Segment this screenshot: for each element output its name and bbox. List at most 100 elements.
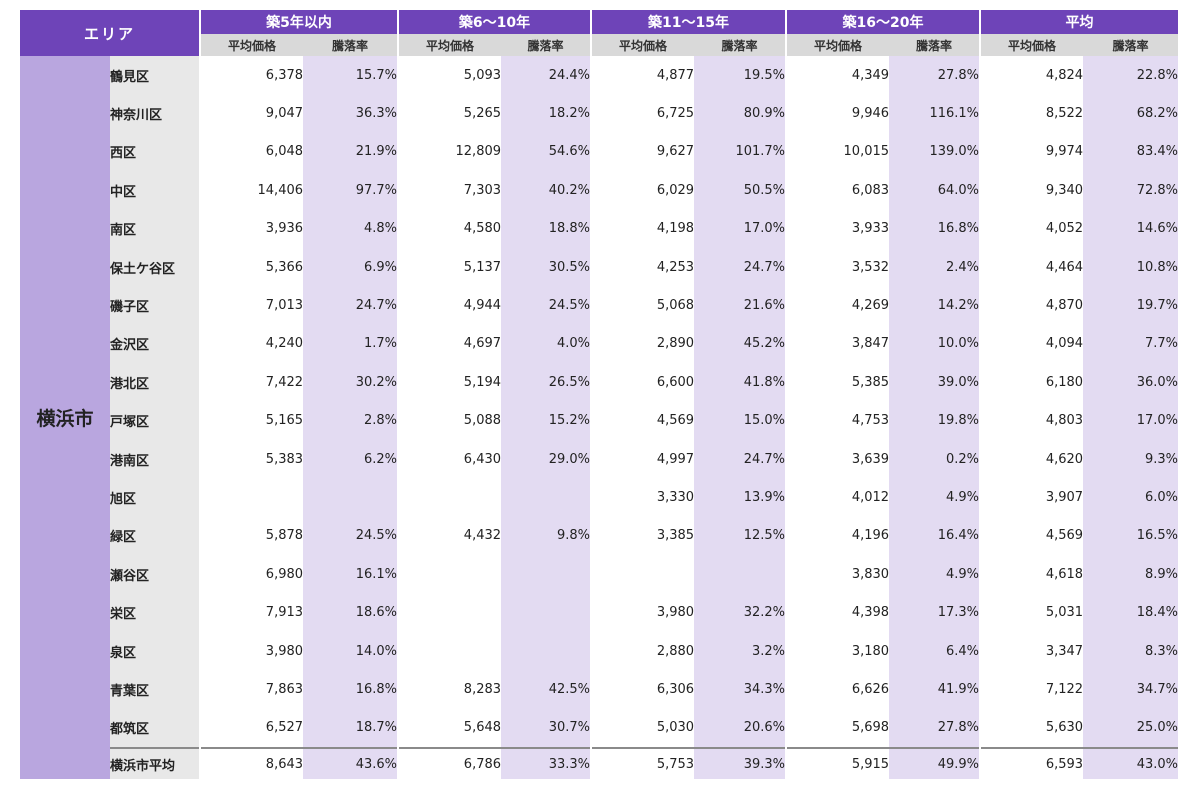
ward-name: 青葉区 <box>110 670 201 709</box>
rate-cell: 80.9% <box>694 94 787 133</box>
price-cell: 4,012 <box>785 478 890 517</box>
sub-header-rate: 騰落率 <box>501 34 592 56</box>
rate-cell: 83.4% <box>1083 132 1179 172</box>
price-cell: 3,330 <box>590 478 695 517</box>
ward-name: 鶴見区 <box>110 56 201 95</box>
rate-cell: 16.5% <box>1083 516 1179 556</box>
price-cell: 4,253 <box>590 247 695 287</box>
rate-cell: 15.0% <box>694 401 787 440</box>
ward-name: 南区 <box>110 209 201 248</box>
sub-header-price: 平均価格 <box>199 34 304 56</box>
price-cell: 5,648 <box>397 708 502 749</box>
price-cell: 5,088 <box>397 401 502 440</box>
price-cell <box>397 478 502 517</box>
price-cell: 12,809 <box>397 132 502 172</box>
price-table: エリア 築5年以内 築6〜10年 築11〜15年 築16〜20年 平均 平均価格… <box>20 10 1179 780</box>
rate-cell: 4.9% <box>889 555 981 594</box>
rate-cell: 7.7% <box>1083 324 1179 364</box>
price-cell: 4,580 <box>397 209 502 248</box>
price-cell: 5,068 <box>590 286 695 325</box>
rate-cell: 139.0% <box>889 132 981 172</box>
price-cell: 5,383 <box>199 439 304 479</box>
price-cell: 4,269 <box>785 286 890 325</box>
rate-cell: 18.7% <box>303 708 399 749</box>
rate-cell: 1.7% <box>303 324 399 364</box>
rate-cell: 2.8% <box>303 401 399 440</box>
table-row: 戸塚区 5,165 2.8% 5,088 15.2% 4,569 15.0% 4,753 19.… <box>20 401 1179 440</box>
rate-cell: 39.3% <box>694 747 787 780</box>
price-cell: 5,093 <box>397 56 502 95</box>
price-cell: 10,015 <box>785 132 890 172</box>
city-label: 横浜市 <box>20 56 110 780</box>
table-row: 西区 6,048 21.9% 12,809 54.6% 9,627 101.7% 10,015… <box>20 132 1179 172</box>
rate-cell: 43.6% <box>303 747 399 780</box>
rate-cell: 29.0% <box>501 439 592 479</box>
rate-cell: 64.0% <box>889 171 981 210</box>
price-cell: 4,569 <box>590 401 695 440</box>
rate-cell: 17.3% <box>889 593 981 632</box>
price-cell: 4,944 <box>397 286 502 325</box>
price-cell: 4,618 <box>979 555 1084 594</box>
price-cell: 2,880 <box>590 631 695 671</box>
price-cell: 5,385 <box>785 363 890 402</box>
sub-header-price: 平均価格 <box>785 34 890 56</box>
price-cell: 4,997 <box>590 439 695 479</box>
rate-cell: 19.7% <box>1083 286 1179 325</box>
price-cell: 8,522 <box>979 94 1084 133</box>
price-cell: 4,620 <box>979 439 1084 479</box>
table-row: 港南区 5,383 6.2% 6,430 29.0% 4,997 24.7% 3,639 0.2… <box>20 439 1179 479</box>
rate-cell: 24.7% <box>694 439 787 479</box>
price-cell: 6,786 <box>397 747 502 780</box>
ward-name: 戸塚区 <box>110 401 201 440</box>
price-cell: 4,398 <box>785 593 890 632</box>
rate-cell: 40.2% <box>501 171 592 210</box>
table-row: 泉区 3,980 14.0% 2,880 3.2% 3,180 6.4% 3,347 8.3% <box>20 631 1179 671</box>
price-cell: 3,933 <box>785 209 890 248</box>
rate-cell: 45.2% <box>694 324 787 364</box>
price-cell: 6,725 <box>590 94 695 133</box>
rate-cell: 6.2% <box>303 439 399 479</box>
price-cell: 7,863 <box>199 670 304 709</box>
rate-cell: 0.2% <box>889 439 981 479</box>
rate-cell: 4.8% <box>303 209 399 248</box>
ward-name: 神奈川区 <box>110 94 201 133</box>
price-cell: 3,907 <box>979 478 1084 517</box>
price-cell: 4,464 <box>979 247 1084 287</box>
price-cell: 4,198 <box>590 209 695 248</box>
price-cell: 3,347 <box>979 631 1084 671</box>
price-cell: 4,240 <box>199 324 304 364</box>
rate-cell: 43.0% <box>1083 747 1179 780</box>
price-cell: 6,306 <box>590 670 695 709</box>
rate-cell: 4.9% <box>889 478 981 517</box>
price-cell: 4,877 <box>590 56 695 95</box>
rate-cell: 9.8% <box>501 516 592 556</box>
price-cell: 7,422 <box>199 363 304 402</box>
rate-cell: 19.5% <box>694 56 787 95</box>
rate-cell: 14.6% <box>1083 209 1179 248</box>
table-row: 金沢区 4,240 1.7% 4,697 4.0% 2,890 45.2% 3,847 10.0… <box>20 324 1179 364</box>
price-cell: 3,385 <box>590 516 695 556</box>
price-cell: 5,030 <box>590 708 695 749</box>
rate-cell: 21.9% <box>303 132 399 172</box>
ward-name: 港北区 <box>110 363 201 402</box>
price-cell: 9,340 <box>979 171 1084 210</box>
rate-cell: 6.0% <box>1083 478 1179 517</box>
price-cell: 4,349 <box>785 56 890 95</box>
price-cell <box>199 478 304 517</box>
price-cell: 5,137 <box>397 247 502 287</box>
rate-cell: 10.0% <box>889 324 981 364</box>
rate-cell: 72.8% <box>1083 171 1179 210</box>
price-cell: 4,870 <box>979 286 1084 325</box>
rate-cell: 41.9% <box>889 670 981 709</box>
rate-cell: 25.0% <box>1083 708 1179 749</box>
price-cell: 3,980 <box>590 593 695 632</box>
price-cell: 5,194 <box>397 363 502 402</box>
rate-cell <box>501 478 592 517</box>
table-row: 栄区 7,913 18.6% 3,980 32.2% 4,398 17.3% 5,031 18.… <box>20 593 1179 632</box>
ward-name: 都筑区 <box>110 708 201 749</box>
price-cell: 6,430 <box>397 439 502 479</box>
price-cell: 5,265 <box>397 94 502 133</box>
ward-name: 保土ケ谷区 <box>110 247 201 287</box>
price-cell: 5,915 <box>785 747 890 780</box>
rate-cell: 14.2% <box>889 286 981 325</box>
